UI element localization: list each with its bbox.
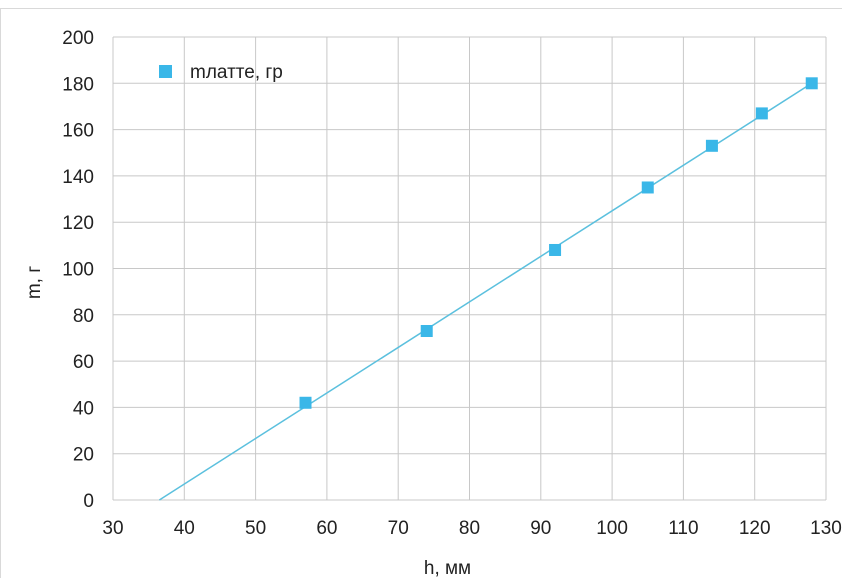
y-tick-label: 180 [62, 74, 94, 95]
y-tick-label: 60 [73, 352, 94, 373]
x-tick-label: 110 [668, 518, 698, 539]
y-tick-label: 120 [62, 213, 94, 234]
frame-top-border [0, 8, 842, 9]
x-tick-label: 100 [596, 518, 628, 539]
legend-swatch [159, 65, 172, 78]
data-point-marker [549, 243, 562, 256]
frame-left-border [0, 8, 1, 578]
y-tick-label: 200 [62, 28, 94, 49]
y-tick-label: 160 [62, 121, 94, 142]
trendline-layer [158, 82, 813, 501]
y-tick-label: 20 [73, 445, 94, 466]
legend-label: mлатте, гр [190, 62, 283, 83]
grid [112, 36, 827, 501]
legend: mлатте, гр [159, 62, 283, 83]
data-point-marker [705, 139, 718, 152]
data-point-marker [299, 396, 312, 409]
x-tick-label: 40 [174, 518, 195, 539]
data-point-marker [755, 107, 768, 120]
y-tick-label: 140 [62, 167, 94, 188]
x-tick-label: 80 [459, 518, 480, 539]
data-point-marker [420, 325, 433, 338]
data-point-marker [805, 77, 818, 90]
tick-labels: 30 40 50 60 70 80 90 100 110 120 130 0 20 40 60 80 100 12… [62, 28, 842, 539]
x-tick-label: 130 [810, 518, 842, 539]
x-axis-label: h, мм [424, 558, 471, 578]
data-point-marker [641, 181, 654, 194]
x-tick-label: 30 [102, 518, 123, 539]
x-tick-label: 50 [245, 518, 266, 539]
x-tick-label: 70 [388, 518, 409, 539]
data-points [299, 77, 818, 409]
x-tick-label: 90 [530, 518, 551, 539]
y-tick-label: 80 [73, 306, 94, 327]
y-tick-label: 100 [62, 260, 94, 281]
trendline [158, 82, 813, 501]
y-tick-label: 0 [83, 491, 94, 512]
x-tick-label: 120 [739, 518, 771, 539]
y-axis-label: m, г [24, 266, 45, 299]
y-tick-label: 40 [73, 398, 94, 419]
x-tick-label: 60 [316, 518, 337, 539]
